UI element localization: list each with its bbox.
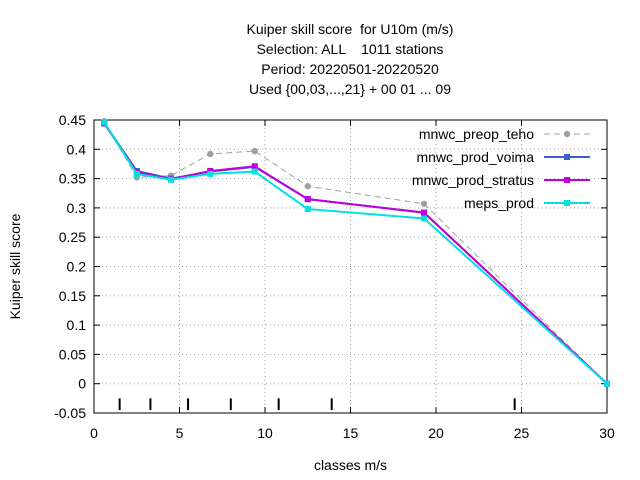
- x-tick-label: 10: [257, 425, 273, 441]
- data-point: [304, 183, 311, 190]
- legend-label: meps_prod: [464, 195, 534, 211]
- data-point: [304, 196, 311, 203]
- title-line-3: Period: 20220501-20220520: [261, 61, 439, 77]
- title-line-2: Selection: ALL 1011 stations: [256, 41, 444, 57]
- series-line: [103, 120, 608, 385]
- y-tick-label: -0.05: [54, 405, 86, 421]
- legend-entry-meps_prod: meps_prod: [464, 195, 590, 211]
- x-tick-label: 5: [176, 425, 184, 441]
- data-point: [207, 170, 214, 177]
- legend-entry-mnwc_prod_stratus: mnwc_prod_stratus: [412, 172, 590, 188]
- x-tick-label: 30: [599, 425, 615, 441]
- y-axis-label: Kuiper skill score: [7, 213, 23, 319]
- data-point: [167, 176, 174, 183]
- y-tick-label: 0.3: [67, 200, 87, 216]
- y-tick-label: 0.4: [67, 141, 87, 157]
- legend-label: mnwc_prod_voima: [417, 149, 535, 165]
- data-point: [604, 380, 610, 387]
- data-point: [207, 150, 214, 158]
- data-point: [133, 170, 140, 177]
- data-point: [101, 119, 108, 126]
- y-tick-label: 0.05: [59, 346, 86, 362]
- y-tick-label: 0.45: [59, 112, 86, 128]
- y-tick-label: 0: [78, 376, 86, 392]
- legend: mnwc_preop_teho mnwc_prod_voima mnwc_prod_…: [412, 126, 590, 211]
- data-point: [304, 206, 311, 213]
- legend-marker: [563, 130, 571, 138]
- legend-label: mnwc_preop_teho: [419, 126, 534, 142]
- x-tick-label: 25: [514, 425, 530, 441]
- x-tick-label: 20: [428, 425, 444, 441]
- y-tick-label: 0.25: [59, 229, 86, 245]
- data-point: [251, 147, 258, 155]
- series-meps_prod: [101, 119, 610, 387]
- x-axis-label: classes m/s: [314, 457, 387, 473]
- series-line: [103, 121, 608, 385]
- series-line: [103, 122, 608, 385]
- legend-label: mnwc_prod_stratus: [412, 172, 534, 188]
- x-tick-label: 0: [90, 425, 98, 441]
- title-line-4: Used {00,03,...,21} + 00 01 ... 09: [249, 81, 451, 97]
- data-point: [421, 215, 428, 222]
- legend-marker: [564, 200, 570, 206]
- legend-entry-mnwc_preop_teho: mnwc_preop_teho: [419, 126, 590, 142]
- y-tick-label: 0.2: [67, 259, 87, 275]
- legend-marker: [564, 177, 570, 183]
- y-tick-label: 0.1: [67, 317, 87, 333]
- grid: [94, 120, 607, 413]
- series-layer: [101, 117, 611, 387]
- legend-marker: [564, 154, 570, 160]
- x-tick-label: 15: [343, 425, 359, 441]
- data-point: [420, 200, 428, 207]
- data-point: [251, 168, 258, 175]
- data-point: [421, 209, 428, 216]
- y-tick-label: 0.15: [59, 288, 86, 304]
- data-point: [251, 163, 258, 170]
- legend-entry-mnwc_prod_voima: mnwc_prod_voima: [417, 149, 590, 165]
- y-tick-label: 0.35: [59, 171, 86, 187]
- title-line-1: Kuiper skill score for U10m (m/s): [246, 21, 454, 37]
